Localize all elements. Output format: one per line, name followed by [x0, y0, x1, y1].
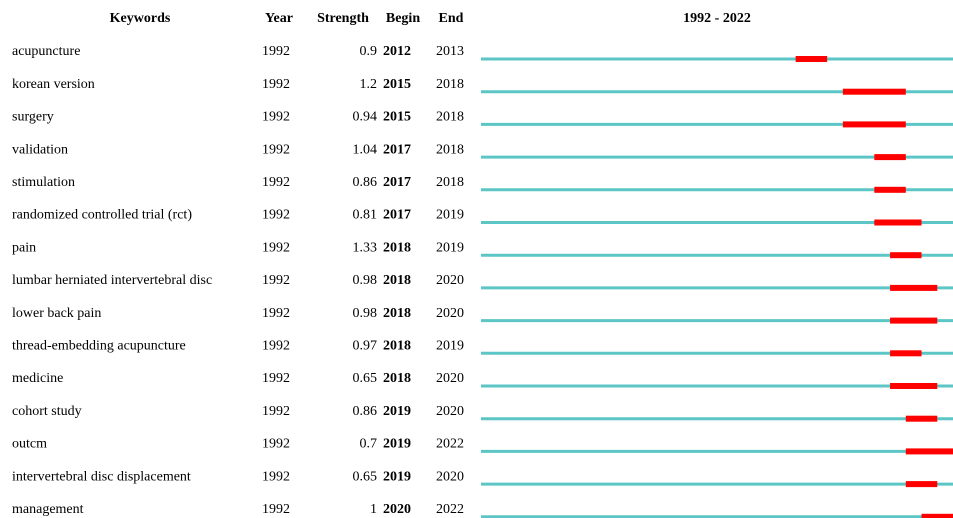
header-timeline: 1992 - 2022	[683, 11, 751, 26]
year: 1992	[262, 77, 290, 92]
year: 1992	[262, 273, 290, 288]
begin: 2012	[383, 44, 411, 59]
year: 1992	[262, 371, 290, 386]
begin: 2018	[383, 240, 411, 255]
begin: 2018	[383, 306, 411, 321]
burst-bar	[921, 513, 953, 518]
burst-bar	[905, 481, 938, 488]
end: 2018	[436, 175, 464, 190]
year: 1992	[262, 175, 290, 190]
begin: 2020	[383, 502, 411, 517]
begin: 2015	[383, 110, 411, 125]
keyword: thread-embedding acupuncture	[12, 339, 186, 354]
end: 2020	[436, 306, 464, 321]
strength: 0.86	[353, 404, 378, 419]
end: 2022	[436, 437, 464, 452]
keyword: lumbar herniated intervertebral disc	[12, 273, 212, 288]
keyword: medicine	[12, 371, 63, 386]
keyword: randomized controlled trial (rct)	[12, 208, 192, 223]
year: 1992	[262, 306, 290, 321]
burst-bar	[890, 383, 938, 389]
burst-bar	[905, 448, 953, 455]
begin: 2019	[383, 437, 411, 452]
end: 2022	[436, 502, 464, 517]
keyword: acupuncture	[12, 44, 80, 59]
year: 1992	[262, 240, 290, 255]
strength: 1.33	[353, 240, 378, 255]
end: 2020	[436, 404, 464, 419]
end: 2019	[436, 208, 464, 223]
keyword: cohort study	[12, 404, 82, 419]
end: 2020	[436, 469, 464, 484]
begin: 2017	[383, 208, 411, 223]
burst-bar	[905, 415, 938, 422]
strength: 0.98	[353, 306, 378, 321]
begin: 2018	[383, 273, 411, 288]
keyword: stimulation	[12, 175, 75, 190]
burst-bar	[874, 219, 922, 226]
end: 2018	[436, 110, 464, 125]
header-strength: Strength	[317, 11, 369, 26]
burst-bar	[890, 350, 922, 357]
strength: 0.97	[353, 339, 378, 354]
burst-bar	[890, 317, 938, 324]
burst-bar	[842, 88, 906, 95]
year: 1992	[262, 110, 290, 125]
end: 2019	[436, 240, 464, 255]
end: 2020	[436, 371, 464, 386]
year: 1992	[262, 437, 290, 452]
header-year: Year	[265, 11, 293, 26]
year: 1992	[262, 404, 290, 419]
year: 1992	[262, 142, 290, 157]
begin: 2018	[383, 339, 411, 354]
year: 1992	[262, 469, 290, 484]
strength: 0.98	[353, 273, 378, 288]
keyword: outcm	[12, 437, 47, 452]
strength: 0.81	[353, 208, 378, 223]
strength: 1.2	[360, 77, 378, 92]
burst-bar	[795, 56, 828, 62]
keyword: management	[12, 502, 84, 517]
keyword: intervertebral disc displacement	[12, 469, 191, 484]
keyword: surgery	[12, 110, 54, 125]
burst-bar	[890, 284, 938, 291]
begin: 2017	[383, 175, 411, 190]
strength: 0.65	[353, 469, 378, 484]
begin: 2015	[383, 77, 411, 92]
year: 1992	[262, 502, 290, 517]
strength: 0.86	[353, 175, 378, 190]
strength: 1	[370, 502, 377, 517]
burst-bar	[874, 154, 906, 161]
burst-bar	[890, 252, 922, 259]
year: 1992	[262, 44, 290, 59]
end: 2020	[436, 273, 464, 288]
strength: 0.94	[353, 110, 378, 125]
begin: 2019	[383, 404, 411, 419]
burst-bar	[842, 121, 906, 128]
keyword: validation	[12, 142, 68, 157]
strength: 0.7	[360, 437, 378, 452]
begin: 2019	[383, 469, 411, 484]
burst-bar	[874, 186, 906, 193]
year: 1992	[262, 208, 290, 223]
keyword: lower back pain	[12, 306, 101, 321]
strength: 0.9	[360, 44, 378, 59]
header-end: End	[439, 11, 464, 26]
year: 1992	[262, 339, 290, 354]
keyword: pain	[12, 240, 36, 255]
header-begin: Begin	[386, 11, 420, 26]
keyword: korean version	[12, 77, 95, 92]
end: 2018	[436, 77, 464, 92]
end: 2013	[436, 44, 464, 59]
end: 2019	[436, 339, 464, 354]
begin: 2017	[383, 142, 411, 157]
end: 2018	[436, 142, 464, 157]
begin: 2018	[383, 371, 411, 386]
header-keywords: Keywords	[110, 11, 171, 26]
strength: 0.65	[353, 371, 378, 386]
strength: 1.04	[353, 142, 378, 157]
